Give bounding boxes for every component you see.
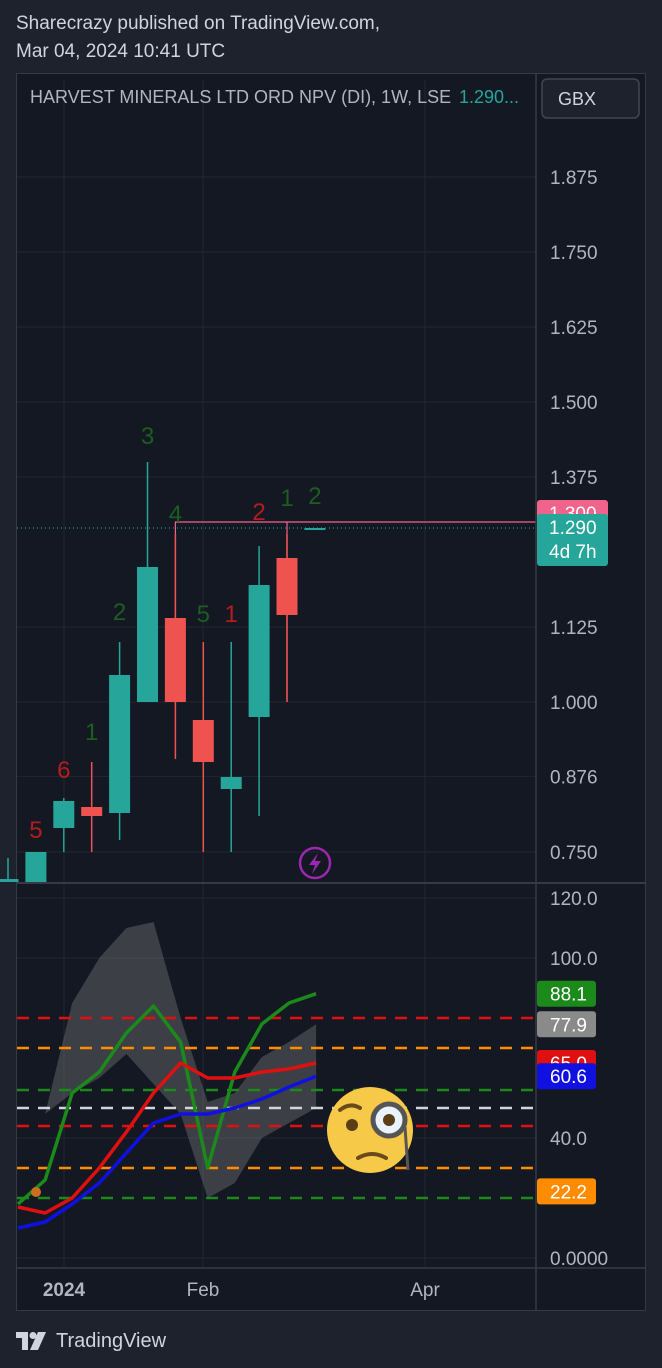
monocle-face-icon bbox=[327, 1087, 413, 1173]
sequential-count-label: 1 bbox=[280, 485, 293, 512]
footer-brand[interactable]: TradingView bbox=[56, 1329, 167, 1352]
rsi-level-badge bbox=[537, 1011, 596, 1038]
sequential-count-label: 5 bbox=[197, 601, 210, 628]
candle-body bbox=[0, 879, 19, 882]
countdown-text: 4d 7h bbox=[549, 542, 597, 563]
publish-header: Sharecrazy published on TradingView.com,… bbox=[16, 10, 380, 66]
sequential-count-label: 1 bbox=[85, 719, 98, 746]
price-axis-tick: 1.125 bbox=[550, 618, 598, 639]
rsi-series-line bbox=[16, 992, 317, 1206]
tradingview-logo-icon[interactable] bbox=[16, 1332, 48, 1350]
rsi-marker-dot bbox=[31, 1187, 41, 1197]
last-price-legend: 1.290... bbox=[459, 87, 519, 107]
candle-body bbox=[304, 528, 326, 530]
rsi-level-badge bbox=[537, 1178, 596, 1205]
candle-body bbox=[109, 675, 131, 813]
rsi-band bbox=[18, 922, 317, 1198]
price-axis-tick: 1.625 bbox=[550, 318, 598, 339]
price-badge-text: 1.290 bbox=[549, 518, 597, 539]
lightning-icon[interactable] bbox=[298, 846, 332, 880]
candles-layer bbox=[0, 462, 536, 882]
publisher-line: Sharecrazy published on TradingView.com, bbox=[16, 13, 381, 34]
candle-body bbox=[248, 585, 270, 717]
price-badge bbox=[537, 514, 608, 566]
rsi-series-line bbox=[17, 1074, 317, 1230]
sequential-count-label: 2 bbox=[113, 599, 126, 626]
currency-button[interactable]: GBX bbox=[541, 78, 640, 119]
candle-body bbox=[137, 567, 158, 702]
price-axis-tick: 1.875 bbox=[550, 168, 598, 189]
rsi-lines-layer bbox=[16, 992, 317, 1230]
rsi-band-layer bbox=[18, 922, 317, 1198]
price-axis-tick: 1.375 bbox=[550, 468, 598, 489]
candle-body bbox=[220, 777, 242, 789]
sequential-count-label: 3 bbox=[141, 423, 154, 450]
rsi-level-badge bbox=[537, 980, 596, 1007]
rsi-level-badge-text: 88.1 bbox=[550, 985, 587, 1006]
rsi-axis-tick: 100.0 bbox=[550, 949, 598, 970]
sequential-count-label: 2 bbox=[308, 483, 321, 510]
sequential-count-label: 5 bbox=[29, 817, 42, 844]
footer[interactable]: TradingView bbox=[16, 1327, 166, 1355]
grid-layer bbox=[17, 80, 536, 1268]
sequential-count-label: 6 bbox=[57, 757, 70, 784]
rsi-axis-tick: 40.0 bbox=[550, 1129, 587, 1150]
axis-layer: 1.875 1.750 1.625 1.500 1.375 1.125 1.000 0.876… bbox=[16, 74, 646, 1310]
time-axis-tick: Feb bbox=[187, 1280, 220, 1301]
candle-body bbox=[192, 720, 214, 762]
currency-label[interactable]: GBX bbox=[558, 89, 596, 109]
rsi-level-badge-text: 60.6 bbox=[550, 1067, 587, 1088]
candle-body bbox=[164, 618, 186, 702]
candle-body bbox=[25, 852, 47, 882]
sequential-count-label: 2 bbox=[252, 499, 265, 526]
sequential-count-label: 4 bbox=[169, 501, 182, 528]
symbol-title: HARVEST MINERALS LTD ORD NPV (DI), 1W, L… bbox=[30, 87, 451, 107]
candle-body bbox=[276, 558, 298, 615]
sequential-count-label: 1 bbox=[225, 601, 238, 628]
rsi-series-line bbox=[17, 1061, 317, 1215]
rsi-level-badge bbox=[537, 1063, 596, 1090]
candle-body bbox=[53, 801, 75, 828]
candle-body bbox=[81, 807, 103, 816]
rsi-level-badge-text: 22.2 bbox=[550, 1182, 587, 1203]
rsi-axis-tick: 0.0000 bbox=[550, 1249, 608, 1270]
time-axis-tick: Apr bbox=[410, 1280, 440, 1301]
rsi-axis-tick: 120.0 bbox=[550, 889, 598, 910]
time-axis-tick: 2024 bbox=[43, 1280, 86, 1301]
price-axis-tick: 1.500 bbox=[550, 393, 598, 414]
publish-date: Mar 04, 2024 10:41 UTC bbox=[16, 41, 226, 62]
rsi-levels-layer bbox=[17, 1016, 536, 1200]
price-axis-tick: 0.750 bbox=[550, 843, 598, 864]
price-axis-tick: 0.876 bbox=[550, 767, 598, 788]
price-axis-tick: 1.000 bbox=[550, 693, 598, 714]
rsi-level-badge-text: 77.9 bbox=[550, 1015, 587, 1036]
price-axis-tick: 1.750 bbox=[550, 243, 598, 264]
